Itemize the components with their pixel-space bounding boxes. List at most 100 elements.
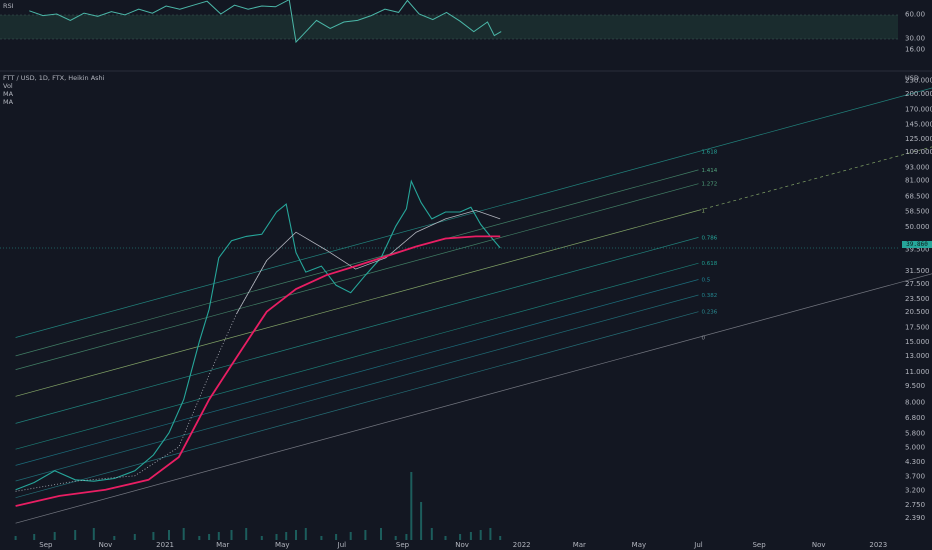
y-tick-label: 200.000 — [905, 90, 932, 98]
volume-bar — [410, 472, 413, 540]
fib-line-0.5 — [15, 279, 699, 466]
volume-bar — [320, 536, 323, 540]
y-tick-label: 81.000 — [905, 177, 930, 185]
fib-line-0.382 — [15, 294, 699, 482]
fib-level-label: 1.414 — [702, 168, 718, 174]
volume-bar — [53, 532, 56, 540]
y-tick-label: 125.000 — [905, 135, 932, 143]
rsi-y-tick-label: 30.00 — [905, 35, 925, 43]
fib-line-0 — [15, 273, 932, 524]
y-tick-label: 9.500 — [905, 382, 925, 390]
x-tick-label: Sep — [39, 541, 53, 549]
price-line — [15, 179, 501, 491]
volume-bar — [430, 528, 433, 540]
x-tick-label: May — [275, 541, 289, 549]
volume-bar — [295, 530, 297, 540]
volume-bar — [208, 534, 211, 540]
y-tick-label: 13.000 — [905, 352, 930, 360]
volume-bar — [152, 532, 155, 540]
ma-line — [15, 235, 501, 507]
legend-ma-1: MA — [3, 90, 14, 98]
y-tick-label: 2.390 — [905, 514, 925, 522]
x-tick-label: Sep — [752, 541, 766, 549]
volume-bar — [217, 532, 220, 540]
y-tick-label: 3.700 — [905, 472, 925, 480]
volume-bar — [499, 536, 502, 540]
volume-bar — [479, 530, 482, 540]
volume-bar — [335, 534, 338, 540]
volume-bar — [349, 532, 352, 540]
fib-line-0.618 — [15, 262, 699, 450]
y-tick-label: 8.000 — [905, 398, 925, 406]
volume-bar — [459, 534, 462, 540]
y-tick-label: 27.500 — [905, 280, 930, 288]
ma-line-dotted — [15, 260, 268, 492]
x-tick-label: 2023 — [869, 541, 887, 549]
volume-bar — [444, 536, 447, 540]
volume-bar — [260, 536, 263, 540]
fib-level-label: 0.382 — [702, 293, 718, 299]
volume-bar — [113, 536, 116, 540]
last-price-tag: 39.860 — [902, 241, 932, 248]
fib-line-0.786 — [15, 237, 699, 424]
volume-bar — [489, 528, 492, 540]
fib-line-1.618 — [15, 87, 932, 338]
volume-bar — [304, 528, 307, 540]
volume-bar — [245, 528, 248, 540]
y-tick-label: 17.500 — [905, 323, 930, 331]
y-tick-label: 5.800 — [905, 429, 925, 437]
rsi-line — [29, 0, 502, 44]
y-tick-label: 50.000 — [905, 223, 930, 231]
x-tick-label: Jul — [693, 541, 703, 549]
y-tick-label: 6.800 — [905, 414, 925, 422]
fib-level-label: 1 — [702, 208, 706, 214]
x-tick-label: May — [632, 541, 646, 549]
y-tick-label: 31.500 — [905, 267, 930, 275]
y-tick-label: 58.500 — [905, 208, 930, 216]
volume-bar — [33, 534, 36, 540]
volume-bar — [285, 532, 288, 540]
fib-level-label: 0.618 — [702, 261, 718, 267]
fib-line-1.414 — [15, 169, 699, 357]
fib-line-0.236 — [15, 311, 699, 499]
volume-bar — [380, 528, 382, 540]
y-tick-label: 39.500 — [905, 245, 930, 253]
volume-bar — [14, 536, 17, 540]
volume-bar — [420, 502, 423, 540]
rsi-y-tick-label: 16.00 — [905, 46, 925, 54]
x-tick-label: Mar — [573, 541, 586, 549]
x-tick-label: Jul — [337, 541, 347, 549]
y-tick-label: 4.300 — [905, 458, 925, 466]
y-tick-label: 5.000 — [905, 444, 925, 452]
volume-bar — [469, 532, 472, 540]
fib-level-label: 0.5 — [702, 278, 711, 284]
legend-vol: Vol — [3, 82, 13, 90]
volume-bar — [182, 528, 185, 540]
y-tick-label: 20.500 — [905, 308, 930, 316]
price-pane[interactable]: 1.618 1.414 1.272 1 0.786 0.618 0.5 0.382 0.236 0… — [0, 72, 932, 549]
y-tick-label: 23.500 — [905, 295, 930, 303]
y-axis-unit: USD — [905, 74, 919, 82]
fib-line-1.272 — [15, 183, 699, 370]
volume-bar — [168, 530, 170, 540]
x-tick-label: Sep — [396, 541, 410, 549]
ma-line — [236, 209, 501, 315]
rsi-overbought-band — [0, 15, 898, 39]
volume-bar — [230, 530, 233, 540]
fib-level-label: 0.236 — [702, 310, 718, 316]
y-tick-label: 170.000 — [905, 106, 932, 114]
volume-bar — [405, 534, 408, 540]
fib-line-1-extension — [698, 146, 932, 211]
x-tick-label: Nov — [99, 541, 113, 549]
volume-bar — [394, 536, 397, 540]
fib-level-label: 0.786 — [702, 235, 718, 241]
y-tick-label: 11.000 — [905, 368, 930, 376]
volume-bar — [92, 528, 95, 540]
x-tick-label: 2022 — [513, 541, 531, 549]
legend-ma-2: MA — [3, 98, 14, 106]
y-tick-label: 2.750 — [905, 501, 925, 509]
rsi-y-tick-label: 60.00 — [905, 11, 925, 19]
volume-bar — [198, 536, 201, 540]
